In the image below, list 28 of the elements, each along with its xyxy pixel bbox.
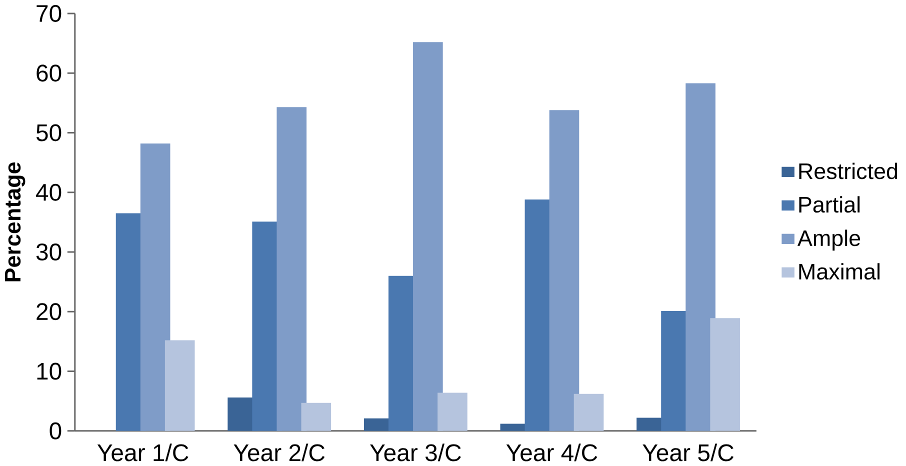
y-tick-label: 20 [36,303,62,320]
y-tick-label: 60 [36,64,62,82]
y-tick-label: 70 [36,4,62,22]
legend-label: Maximal [799,263,880,280]
y-tick-label: 10 [37,362,62,380]
bar [686,83,716,431]
y-tick-label: 50 [36,124,62,142]
x-tick-label: Year 1/C [97,444,188,462]
bar [438,392,468,431]
bar [164,340,195,431]
bar [710,318,740,431]
bar [140,143,170,431]
legend-label: Ample [797,230,860,250]
bar [413,42,443,431]
x-tick-label: Year 3/C [370,444,461,462]
bar [574,394,604,431]
y-tick-label: 0 [50,422,62,440]
x-tick-label: Year 4/C [506,444,598,462]
y-tick-label: 30 [36,243,62,260]
bar [549,110,580,431]
y-axis-title: Percentage [4,162,26,282]
legend-label: Restricted [799,162,898,180]
y-tick-label: 40 [36,184,62,201]
bar [276,106,307,431]
x-tick-label: Year 2/C [234,444,325,462]
x-tick-label: Year 5/C [642,444,734,462]
bar [301,402,332,431]
legend-label: Partial [799,196,860,213]
